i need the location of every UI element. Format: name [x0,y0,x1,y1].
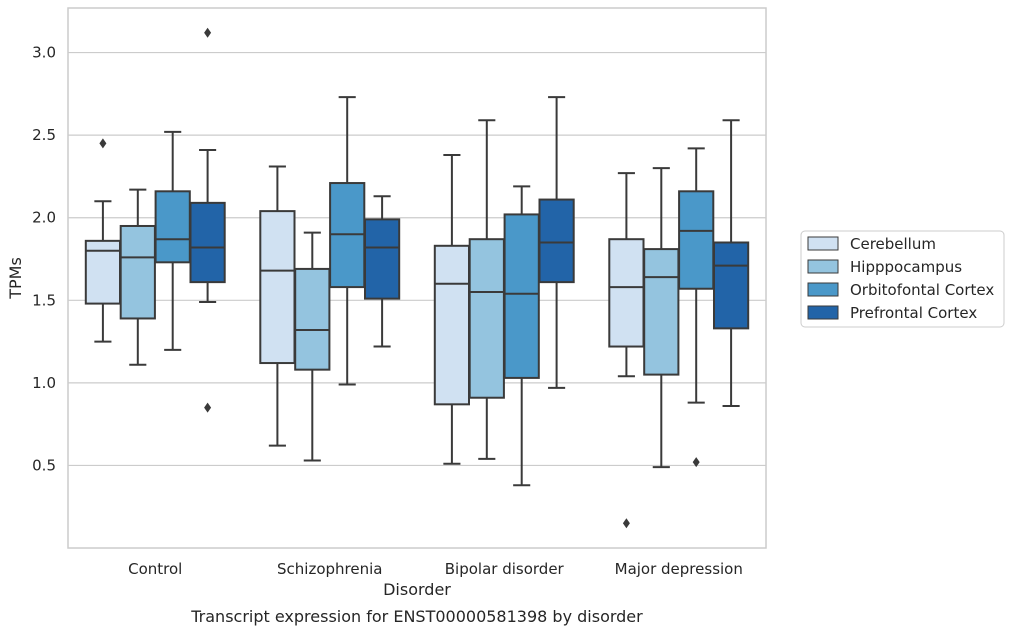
legend: Cerebellum Hipppocampus Orbitofontal Corte… [800,230,1005,328]
y-tick-label: 1.0 [32,374,56,392]
y-tick-label: 0.5 [32,456,56,474]
box-iqr [503,213,540,379]
outlier-point [204,402,212,413]
figure-caption: Transcript expression for ENST0000058139… [190,607,643,626]
box-hipppocampus [643,167,680,469]
legend-label: Hipppocampus [850,258,962,276]
box-orbitofontal-cortex [503,185,540,487]
y-tick-label: 3.0 [32,44,56,62]
box-iqr [468,238,505,399]
y-tick-label: 2.0 [32,209,56,227]
box-hipppocampus [468,119,505,460]
y-tick-label: 1.5 [32,291,56,309]
legend-label: Orbitofontal Cortex [850,281,994,299]
box-iqr [119,224,156,320]
box-iqr [538,198,575,284]
box-orbitofontal-cortex [329,96,366,386]
x-tick-label: Major depression [615,560,743,578]
box-iqr [189,201,226,284]
x-tick-labels: Control Schizophrenia Bipolar disorder Majo… [128,560,743,578]
box-iqr [712,241,750,330]
box-orbitofontal-cortex [154,130,191,351]
y-tick-label: 2.5 [32,126,56,144]
box-prefrontal-cortex [363,195,401,348]
box-iqr [643,248,680,376]
x-tick-label: Control [128,560,182,578]
box-cerebellum [259,165,296,447]
box-cerebellum [608,172,645,529]
plot-frame [67,7,767,549]
box-iqr [678,190,715,290]
box-prefrontal-cortex [538,96,575,389]
y-tick-labels: 0.5 1.0 1.5 2.0 2.5 3.0 [32,44,56,475]
outlier-point [692,457,700,468]
x-tick-label: Schizophrenia [277,560,382,578]
box-cerebellum [433,153,471,465]
x-axis-label: Disorder [383,580,451,599]
box-iqr [433,244,471,406]
legend-swatch [807,259,839,274]
legend-swatch [807,236,839,251]
x-tick-label: Bipolar disorder [445,560,565,578]
legend-label: Cerebellum [850,235,936,253]
box-orbitofontal-cortex [678,147,715,468]
box-cerebellum [84,138,122,343]
box-iqr [259,210,296,365]
legend-swatch [807,282,839,297]
box-hipppocampus [294,231,331,462]
legend-label: Prefrontal Cortex [850,304,977,322]
outlier-point [99,138,107,149]
outlier-point [204,27,212,38]
box-iqr [608,238,645,348]
box-series [84,27,750,529]
box-hipppocampus [119,188,156,366]
box-prefrontal-cortex [712,119,750,407]
legend-frame [800,230,1005,328]
box-iqr [294,267,331,371]
y-axis-label: TPMs [6,257,25,300]
box-iqr [363,218,401,300]
legend-swatch [807,305,839,320]
outlier-point [622,518,630,529]
box-iqr [154,190,191,264]
box-prefrontal-cortex [189,27,226,413]
